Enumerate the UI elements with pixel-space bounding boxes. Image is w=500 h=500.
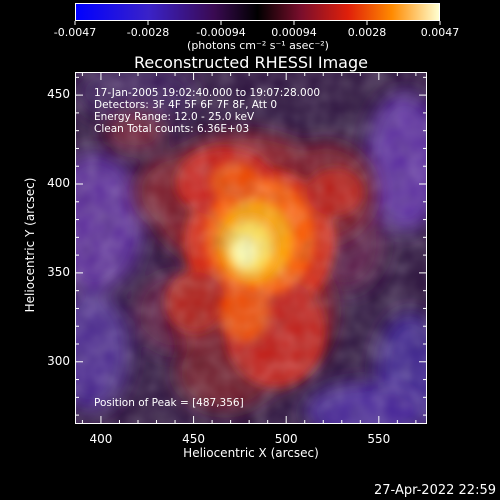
plot-title: Reconstructed RHESSI Image xyxy=(134,53,368,72)
colorbar-tick-label: -0.00094 xyxy=(196,26,246,39)
colorbar xyxy=(75,3,440,21)
colorbar-tick-label: 0.0028 xyxy=(347,26,387,39)
x-axis-title: Heliocentric X (arcsec) xyxy=(183,446,319,460)
datestamp: 27-Apr-2022 22:59 xyxy=(374,483,496,498)
rhessi-image xyxy=(75,72,427,424)
x-tick-label: 550 xyxy=(367,432,391,446)
info-detectors: Detectors: 3F 4F 5F 6F 7F 8F, Att 0 xyxy=(94,99,278,111)
colorbar-tick-label: 0.0047 xyxy=(420,26,460,39)
info-time-range: 17-Jan-2005 19:02:40.000 to 19:07:28.000 xyxy=(94,87,321,99)
x-tick-label: 400 xyxy=(89,432,113,446)
x-tick-label: 500 xyxy=(274,432,298,446)
y-tick-label: 350 xyxy=(47,264,70,279)
info-energy: Energy Range: 12.0 - 25.0 keV xyxy=(94,111,255,123)
colorbar-units: (photons cm⁻² s⁻¹ asec⁻²) xyxy=(187,39,329,52)
colorbar-gradient xyxy=(76,4,439,20)
info-peak: Position of Peak = [487,356] xyxy=(94,397,244,409)
axis-ticks xyxy=(75,72,427,424)
info-method: Clean Total counts: 6.36E+03 xyxy=(94,123,250,135)
rhessi-image-canvas xyxy=(75,72,427,424)
y-axis-title: Heliocentric Y (arcsec) xyxy=(23,177,37,313)
colorbar-tick-label: 0.00094 xyxy=(271,26,317,39)
y-tick-label: 450 xyxy=(47,87,70,102)
y-tick-label: 400 xyxy=(47,176,70,190)
y-tick-label: 300 xyxy=(47,353,70,368)
colorbar-tick-label: -0.0028 xyxy=(126,26,170,39)
colorbar-ticks xyxy=(74,21,441,25)
colorbar-tick-label: -0.0047 xyxy=(53,26,97,39)
x-tick-label: 450 xyxy=(182,432,206,446)
